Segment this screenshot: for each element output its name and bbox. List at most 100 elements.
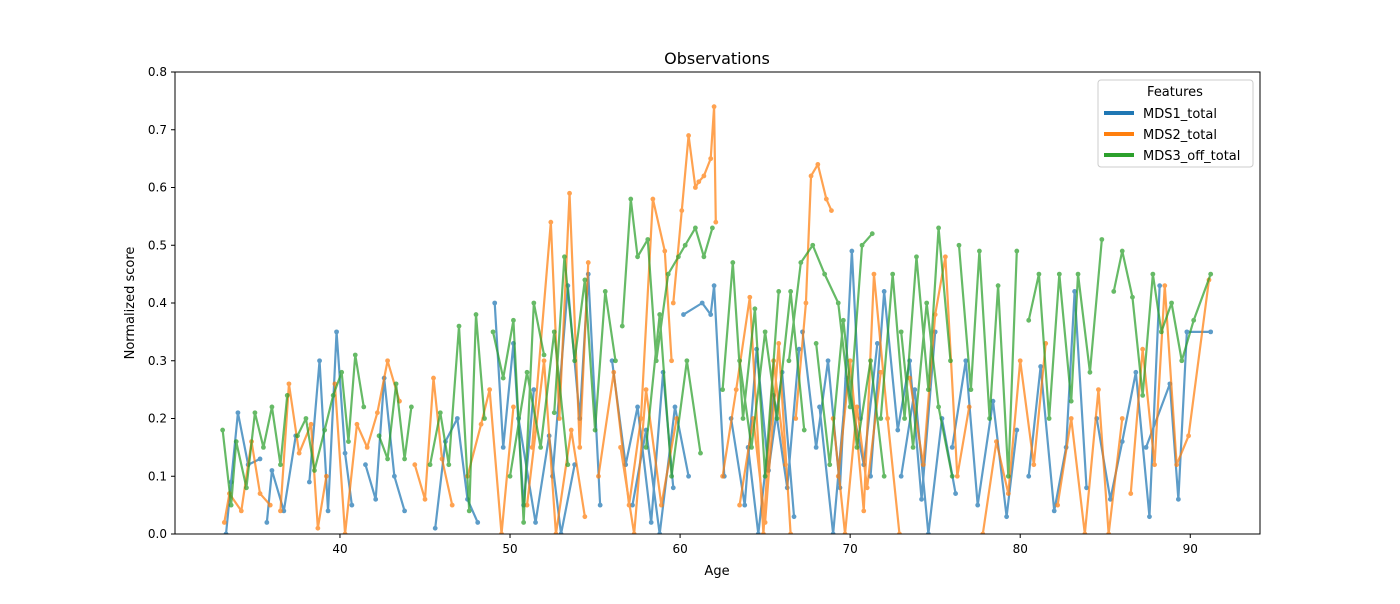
data-point <box>1031 462 1037 468</box>
y-tick-label: 0.8 <box>148 65 167 79</box>
x-axis-label: Age <box>704 564 729 579</box>
legend: Features MDS1_total MDS2_total MDS3_off_to… <box>1097 79 1254 168</box>
data-point <box>966 404 972 410</box>
data-point <box>793 416 799 421</box>
data-point <box>602 289 608 294</box>
data-point <box>643 444 649 450</box>
data-point <box>657 531 663 534</box>
data-point <box>920 462 926 468</box>
data-point <box>747 294 753 300</box>
data-point <box>422 496 428 502</box>
data-point <box>628 196 634 202</box>
data-point <box>936 404 941 410</box>
data-point <box>711 104 717 110</box>
data-point <box>662 248 668 254</box>
data-point <box>354 421 360 427</box>
data-point <box>257 491 263 496</box>
data-point <box>948 358 953 364</box>
data-point <box>558 531 564 534</box>
legend-entry: MDS3_off_total <box>1143 149 1240 164</box>
data-point <box>1055 502 1061 508</box>
series-line <box>265 435 297 523</box>
data-point <box>653 358 659 364</box>
data-point <box>817 404 822 410</box>
data-point <box>342 531 348 534</box>
legend-title: Features <box>1147 85 1203 100</box>
series-line <box>981 343 1047 534</box>
x-tick-label: 40 <box>332 542 347 556</box>
data-point <box>737 358 743 364</box>
data-point <box>631 531 637 534</box>
data-point <box>308 421 314 427</box>
data-point <box>987 416 993 421</box>
data-point <box>475 520 481 525</box>
data-point <box>374 410 380 416</box>
data-point <box>306 479 312 485</box>
data-point <box>924 300 930 306</box>
data-point <box>233 439 239 444</box>
data-point <box>323 473 329 479</box>
data-point <box>373 496 379 502</box>
data-point <box>572 358 578 364</box>
data-point <box>681 312 686 317</box>
x-tick-label: 80 <box>1013 542 1028 556</box>
data-point <box>592 427 598 433</box>
data-point <box>822 271 828 277</box>
data-point <box>954 473 960 479</box>
data-point <box>334 329 339 335</box>
data-point <box>330 393 336 398</box>
data-point <box>742 502 748 508</box>
data-point <box>740 416 746 421</box>
data-point <box>645 237 651 242</box>
data-point <box>449 502 455 508</box>
legend-entry: MDS1_total <box>1143 107 1217 122</box>
data-point <box>1184 329 1190 335</box>
data-point <box>613 358 618 364</box>
data-point <box>427 462 433 468</box>
data-point <box>1208 329 1214 335</box>
data-point <box>1179 358 1185 364</box>
data-point <box>315 525 321 531</box>
data-point <box>611 369 617 375</box>
data-point <box>897 531 902 534</box>
data-point <box>849 248 855 254</box>
data-point <box>829 208 834 214</box>
data-point <box>674 416 680 421</box>
data-point <box>692 225 698 231</box>
data-point <box>322 427 328 433</box>
data-point <box>953 491 958 496</box>
data-point <box>1036 271 1042 277</box>
data-point <box>1162 283 1168 289</box>
data-point <box>657 312 663 317</box>
data-point <box>762 473 768 479</box>
data-point <box>949 473 955 479</box>
data-point <box>567 190 572 196</box>
data-point <box>936 225 941 231</box>
data-point <box>541 352 547 358</box>
data-point <box>228 502 234 508</box>
data-point <box>551 329 557 335</box>
data-point <box>1208 271 1214 277</box>
data-point <box>1056 271 1062 277</box>
data-point <box>499 531 504 534</box>
data-point <box>1005 473 1011 479</box>
data-point <box>492 300 498 306</box>
series-MDS1_total <box>223 248 1214 534</box>
data-point <box>521 520 527 525</box>
data-point <box>949 444 955 450</box>
y-tick-label: 0.5 <box>148 238 167 252</box>
data-point <box>553 531 559 534</box>
data-point <box>363 462 368 468</box>
data-point <box>264 520 270 525</box>
data-point <box>1158 329 1164 335</box>
data-point <box>720 473 726 479</box>
data-point <box>439 456 445 462</box>
series-line <box>525 359 586 534</box>
data-point <box>1084 485 1089 491</box>
data-point <box>577 444 583 450</box>
data-point <box>643 387 649 393</box>
series-layer <box>220 104 1214 534</box>
data-point <box>376 433 382 439</box>
data-point <box>808 173 814 179</box>
